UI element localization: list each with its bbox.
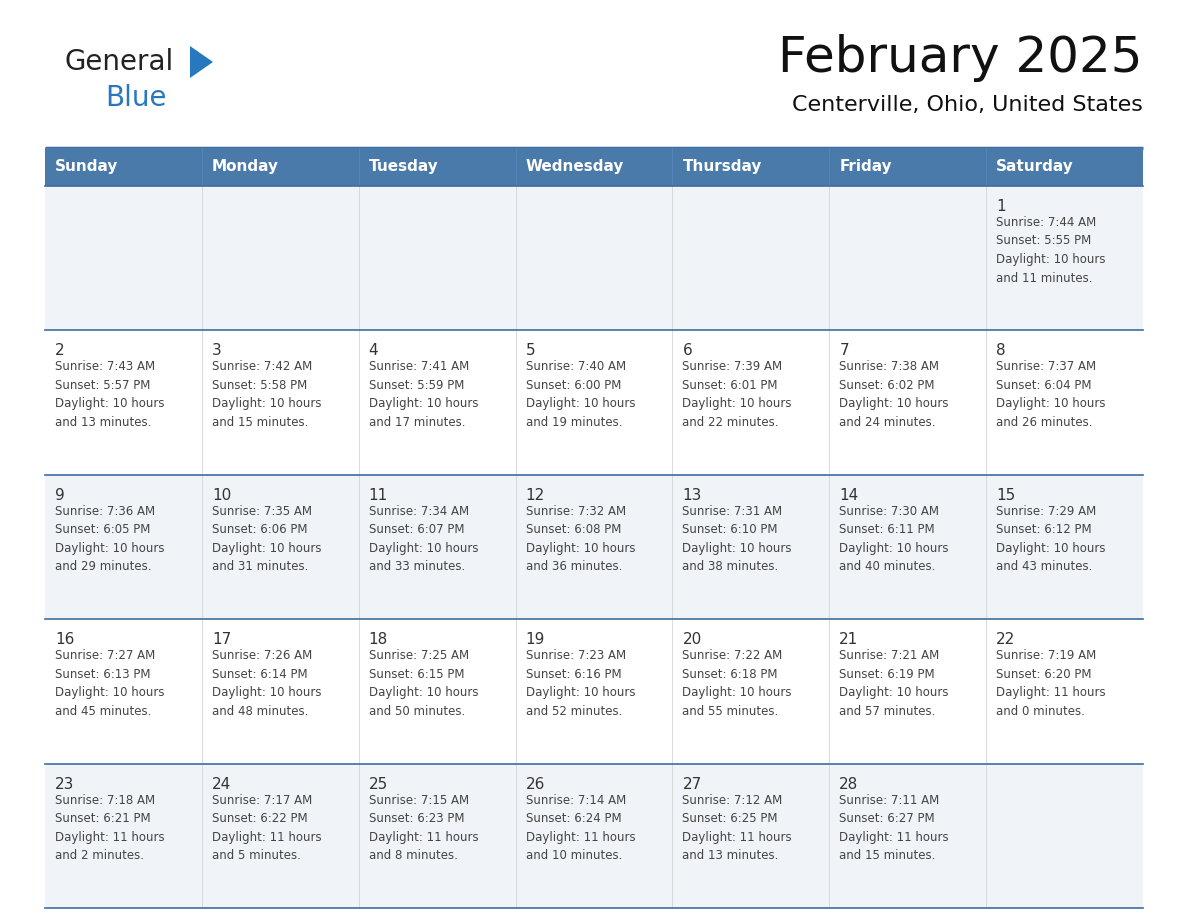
Text: Tuesday: Tuesday bbox=[368, 160, 438, 174]
Bar bbox=[45, 330, 1143, 475]
Text: Sunrise: 7:36 AM
Sunset: 6:05 PM
Daylight: 10 hours
and 29 minutes.: Sunrise: 7:36 AM Sunset: 6:05 PM Dayligh… bbox=[55, 505, 164, 574]
Text: Sunrise: 7:26 AM
Sunset: 6:14 PM
Daylight: 10 hours
and 48 minutes.: Sunrise: 7:26 AM Sunset: 6:14 PM Dayligh… bbox=[211, 649, 322, 718]
Text: Sunrise: 7:42 AM
Sunset: 5:58 PM
Daylight: 10 hours
and 15 minutes.: Sunrise: 7:42 AM Sunset: 5:58 PM Dayligh… bbox=[211, 361, 322, 429]
Text: 10: 10 bbox=[211, 487, 232, 503]
Text: 23: 23 bbox=[55, 777, 75, 791]
Text: Sunrise: 7:38 AM
Sunset: 6:02 PM
Daylight: 10 hours
and 24 minutes.: Sunrise: 7:38 AM Sunset: 6:02 PM Dayligh… bbox=[839, 361, 949, 429]
Text: Sunrise: 7:15 AM
Sunset: 6:23 PM
Daylight: 11 hours
and 8 minutes.: Sunrise: 7:15 AM Sunset: 6:23 PM Dayligh… bbox=[368, 793, 479, 862]
Text: Sunrise: 7:12 AM
Sunset: 6:25 PM
Daylight: 11 hours
and 13 minutes.: Sunrise: 7:12 AM Sunset: 6:25 PM Dayligh… bbox=[682, 793, 792, 862]
Text: Blue: Blue bbox=[105, 84, 166, 112]
Text: Sunrise: 7:39 AM
Sunset: 6:01 PM
Daylight: 10 hours
and 22 minutes.: Sunrise: 7:39 AM Sunset: 6:01 PM Dayligh… bbox=[682, 361, 792, 429]
Text: Sunrise: 7:17 AM
Sunset: 6:22 PM
Daylight: 11 hours
and 5 minutes.: Sunrise: 7:17 AM Sunset: 6:22 PM Dayligh… bbox=[211, 793, 322, 862]
Text: Sunrise: 7:21 AM
Sunset: 6:19 PM
Daylight: 10 hours
and 57 minutes.: Sunrise: 7:21 AM Sunset: 6:19 PM Dayligh… bbox=[839, 649, 949, 718]
Text: 17: 17 bbox=[211, 633, 232, 647]
Text: 5: 5 bbox=[525, 343, 536, 358]
Text: 18: 18 bbox=[368, 633, 388, 647]
Text: Sunrise: 7:34 AM
Sunset: 6:07 PM
Daylight: 10 hours
and 33 minutes.: Sunrise: 7:34 AM Sunset: 6:07 PM Dayligh… bbox=[368, 505, 479, 574]
Text: Sunrise: 7:19 AM
Sunset: 6:20 PM
Daylight: 11 hours
and 0 minutes.: Sunrise: 7:19 AM Sunset: 6:20 PM Dayligh… bbox=[997, 649, 1106, 718]
Text: 26: 26 bbox=[525, 777, 545, 791]
Polygon shape bbox=[190, 46, 213, 78]
Text: Monday: Monday bbox=[211, 160, 279, 174]
Text: Sunrise: 7:29 AM
Sunset: 6:12 PM
Daylight: 10 hours
and 43 minutes.: Sunrise: 7:29 AM Sunset: 6:12 PM Dayligh… bbox=[997, 505, 1106, 574]
Text: 2: 2 bbox=[55, 343, 64, 358]
Text: Sunday: Sunday bbox=[55, 160, 119, 174]
Text: 16: 16 bbox=[55, 633, 75, 647]
Text: Sunrise: 7:11 AM
Sunset: 6:27 PM
Daylight: 11 hours
and 15 minutes.: Sunrise: 7:11 AM Sunset: 6:27 PM Dayligh… bbox=[839, 793, 949, 862]
Text: February 2025: February 2025 bbox=[778, 34, 1143, 82]
Text: 7: 7 bbox=[839, 343, 849, 358]
Text: 11: 11 bbox=[368, 487, 388, 503]
Text: Sunrise: 7:14 AM
Sunset: 6:24 PM
Daylight: 11 hours
and 10 minutes.: Sunrise: 7:14 AM Sunset: 6:24 PM Dayligh… bbox=[525, 793, 636, 862]
Text: 19: 19 bbox=[525, 633, 545, 647]
Text: 12: 12 bbox=[525, 487, 545, 503]
Text: Sunrise: 7:25 AM
Sunset: 6:15 PM
Daylight: 10 hours
and 50 minutes.: Sunrise: 7:25 AM Sunset: 6:15 PM Dayligh… bbox=[368, 649, 479, 718]
Text: 15: 15 bbox=[997, 487, 1016, 503]
Text: Sunrise: 7:44 AM
Sunset: 5:55 PM
Daylight: 10 hours
and 11 minutes.: Sunrise: 7:44 AM Sunset: 5:55 PM Dayligh… bbox=[997, 216, 1106, 285]
Text: Sunrise: 7:41 AM
Sunset: 5:59 PM
Daylight: 10 hours
and 17 minutes.: Sunrise: 7:41 AM Sunset: 5:59 PM Dayligh… bbox=[368, 361, 479, 429]
Text: Sunrise: 7:22 AM
Sunset: 6:18 PM
Daylight: 10 hours
and 55 minutes.: Sunrise: 7:22 AM Sunset: 6:18 PM Dayligh… bbox=[682, 649, 792, 718]
Text: 14: 14 bbox=[839, 487, 859, 503]
Text: 1: 1 bbox=[997, 199, 1006, 214]
Text: 22: 22 bbox=[997, 633, 1016, 647]
Text: 20: 20 bbox=[682, 633, 702, 647]
Text: Wednesday: Wednesday bbox=[525, 160, 624, 174]
Text: Sunrise: 7:23 AM
Sunset: 6:16 PM
Daylight: 10 hours
and 52 minutes.: Sunrise: 7:23 AM Sunset: 6:16 PM Dayligh… bbox=[525, 649, 636, 718]
Text: 28: 28 bbox=[839, 777, 859, 791]
Text: Saturday: Saturday bbox=[997, 160, 1074, 174]
Text: Thursday: Thursday bbox=[682, 160, 762, 174]
Text: Centerville, Ohio, United States: Centerville, Ohio, United States bbox=[792, 95, 1143, 115]
Text: 9: 9 bbox=[55, 487, 65, 503]
Text: Sunrise: 7:27 AM
Sunset: 6:13 PM
Daylight: 10 hours
and 45 minutes.: Sunrise: 7:27 AM Sunset: 6:13 PM Dayligh… bbox=[55, 649, 164, 718]
Bar bbox=[45, 620, 1143, 764]
Text: 25: 25 bbox=[368, 777, 388, 791]
Text: Sunrise: 7:43 AM
Sunset: 5:57 PM
Daylight: 10 hours
and 13 minutes.: Sunrise: 7:43 AM Sunset: 5:57 PM Dayligh… bbox=[55, 361, 164, 429]
Text: Sunrise: 7:30 AM
Sunset: 6:11 PM
Daylight: 10 hours
and 40 minutes.: Sunrise: 7:30 AM Sunset: 6:11 PM Dayligh… bbox=[839, 505, 949, 574]
Text: 3: 3 bbox=[211, 343, 222, 358]
Text: 6: 6 bbox=[682, 343, 693, 358]
Text: Sunrise: 7:31 AM
Sunset: 6:10 PM
Daylight: 10 hours
and 38 minutes.: Sunrise: 7:31 AM Sunset: 6:10 PM Dayligh… bbox=[682, 505, 792, 574]
Bar bbox=[45, 186, 1143, 330]
Bar bbox=[45, 764, 1143, 908]
Text: 13: 13 bbox=[682, 487, 702, 503]
Text: Friday: Friday bbox=[839, 160, 892, 174]
Text: Sunrise: 7:37 AM
Sunset: 6:04 PM
Daylight: 10 hours
and 26 minutes.: Sunrise: 7:37 AM Sunset: 6:04 PM Dayligh… bbox=[997, 361, 1106, 429]
Text: Sunrise: 7:18 AM
Sunset: 6:21 PM
Daylight: 11 hours
and 2 minutes.: Sunrise: 7:18 AM Sunset: 6:21 PM Dayligh… bbox=[55, 793, 165, 862]
Text: General: General bbox=[65, 48, 175, 76]
Text: 24: 24 bbox=[211, 777, 232, 791]
Text: Sunrise: 7:32 AM
Sunset: 6:08 PM
Daylight: 10 hours
and 36 minutes.: Sunrise: 7:32 AM Sunset: 6:08 PM Dayligh… bbox=[525, 505, 636, 574]
Text: 27: 27 bbox=[682, 777, 702, 791]
Bar bbox=[45, 148, 1143, 186]
Text: 21: 21 bbox=[839, 633, 859, 647]
Text: Sunrise: 7:35 AM
Sunset: 6:06 PM
Daylight: 10 hours
and 31 minutes.: Sunrise: 7:35 AM Sunset: 6:06 PM Dayligh… bbox=[211, 505, 322, 574]
Text: Sunrise: 7:40 AM
Sunset: 6:00 PM
Daylight: 10 hours
and 19 minutes.: Sunrise: 7:40 AM Sunset: 6:00 PM Dayligh… bbox=[525, 361, 636, 429]
Text: 4: 4 bbox=[368, 343, 378, 358]
Bar bbox=[45, 475, 1143, 620]
Text: 8: 8 bbox=[997, 343, 1006, 358]
